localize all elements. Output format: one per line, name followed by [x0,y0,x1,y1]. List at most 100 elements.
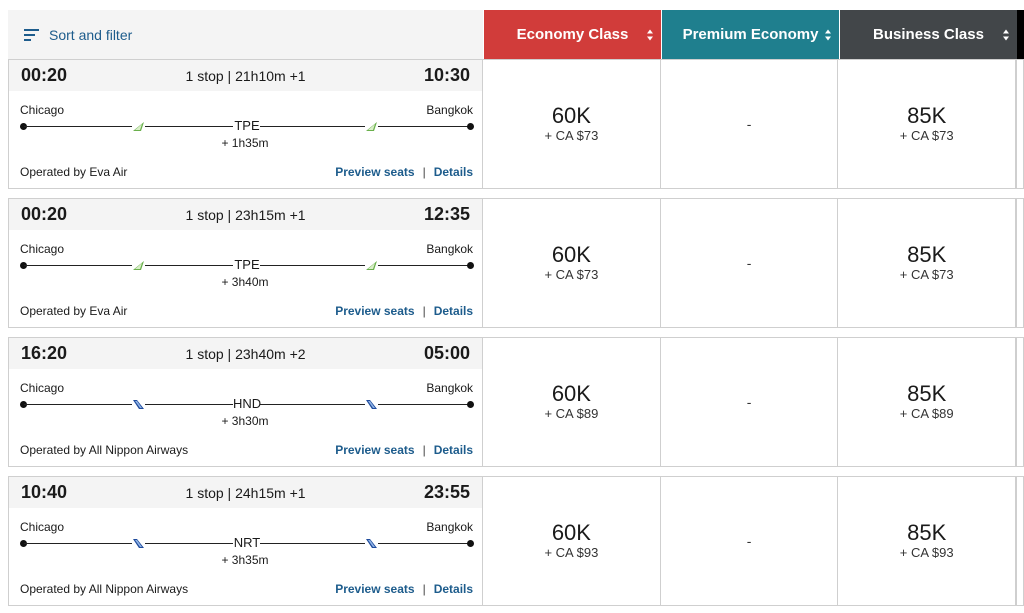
flight-time-bar: 10:40 1 stop | 24h15m +1 23:55 [9,477,483,508]
fare-tax: + CA $93 [544,545,599,560]
destination-dot-icon [467,540,474,547]
flight-details: 00:20 1 stop | 23h15m +1 12:35 Chicago B… [9,199,484,327]
operated-by: Operated by Eva Air [20,304,128,318]
details-link[interactable]: Details [433,443,474,457]
eva-air-plane-icon [364,259,378,271]
stop-airport-code: TPE [233,257,261,272]
operated-by: Operated by All Nippon Airways [20,443,189,457]
sort-arrows-icon [647,29,653,40]
destination-city: Bangkok [426,103,474,117]
origin-city: Chicago [20,520,65,534]
route-line: HND [20,396,474,412]
origin-dot-icon [20,262,27,269]
stop-airport-code: HND [233,396,262,411]
origin-dot-icon [20,401,27,408]
fare-miles: 85K [907,381,947,406]
fare-tax: + CA $89 [899,406,954,421]
ana-plane-icon [364,537,378,549]
details-link[interactable]: Details [433,165,474,179]
cabin-header-business[interactable]: Business Class [839,10,1017,59]
fare-economy[interactable]: 60K + CA $93 [483,477,661,605]
stop-airport-code: TPE [233,118,261,133]
arrival-time: 23:55 [424,482,471,502]
fare-tax: + CA $73 [899,128,954,143]
cabin-header-label: Business Class [873,26,984,43]
fare-tax: + CA $93 [899,545,954,560]
flight-summary: 1 stop | 24h15m +1 [185,484,306,501]
flight-row: 16:20 1 stop | 23h40m +2 05:00 Chicago B… [8,337,1024,467]
fare-economy[interactable]: 60K + CA $73 [483,60,661,188]
fare-miles: 60K [551,103,591,128]
destination-city: Bangkok [426,381,474,395]
results-header: Sort and filter Economy Class Premium Ec… [8,10,1024,59]
fare-premium-economy: - [661,60,839,188]
fare-economy[interactable]: 60K + CA $73 [483,199,661,327]
flight-summary: 1 stop | 21h10m +1 [185,67,306,84]
origin-dot-icon [20,123,27,130]
fare-economy[interactable]: 60K + CA $89 [483,338,661,466]
row-edge [1016,60,1023,188]
origin-city: Chicago [20,381,65,395]
layover-duration: + 3h40m [221,275,269,289]
fare-business[interactable]: 85K + CA $89 [838,338,1017,466]
fare-miles: 60K [551,381,591,406]
fare-premium-economy: - [661,477,839,605]
details-link[interactable]: Details [433,304,474,318]
origin-city: Chicago [20,242,65,256]
ana-plane-icon [364,398,378,410]
fare-business[interactable]: 85K + CA $93 [838,477,1017,605]
sort-icon [24,28,40,41]
ana-plane-icon [131,398,145,410]
flight-time-bar: 16:20 1 stop | 23h40m +2 05:00 [9,338,483,369]
preview-seats-link[interactable]: Preview seats [335,443,415,457]
departure-time: 00:20 [21,204,68,224]
flight-details: 10:40 1 stop | 24h15m +1 23:55 Chicago B… [9,477,484,605]
details-link[interactable]: Details [433,582,474,596]
origin-dot-icon [20,540,27,547]
flight-summary: 1 stop | 23h15m +1 [185,206,306,223]
eva-air-plane-icon [364,120,378,132]
arrival-time: 05:00 [424,343,471,363]
flight-time-bar: 00:20 1 stop | 23h15m +1 12:35 [9,199,483,230]
fare-business[interactable]: 85K + CA $73 [838,60,1017,188]
link-separator: | [422,304,426,318]
destination-dot-icon [467,401,474,408]
preview-seats-link[interactable]: Preview seats [335,582,415,596]
preview-seats-link[interactable]: Preview seats [335,304,415,318]
eva-air-plane-icon [131,259,145,271]
fare-unavailable: - [746,116,752,132]
departure-time: 10:40 [21,482,68,502]
fare-premium-economy: - [661,199,839,327]
flight-time-bar: 00:20 1 stop | 21h10m +1 10:30 [9,60,483,91]
fare-unavailable: - [746,533,752,549]
fare-tax: + CA $73 [544,267,599,282]
destination-city: Bangkok [426,242,474,256]
fare-tax: + CA $73 [544,128,599,143]
fare-miles: 85K [907,520,947,545]
preview-seats-link[interactable]: Preview seats [335,165,415,179]
cabin-header-premium-economy[interactable]: Premium Economy [661,10,839,59]
cabin-header-economy[interactable]: Economy Class [483,10,661,59]
fare-miles: 60K [551,520,591,545]
fare-business[interactable]: 85K + CA $73 [838,199,1017,327]
sort-and-filter-button[interactable]: Sort and filter [8,10,483,59]
next-cabin-header-edge [1017,10,1024,59]
sort-and-filter-label: Sort and filter [49,26,133,43]
departure-time: 16:20 [21,343,68,363]
flight-row: 00:20 1 stop | 21h10m +1 10:30 Chicago B… [8,59,1024,189]
row-edge [1016,199,1023,327]
flight-summary: 1 stop | 23h40m +2 [185,345,306,362]
layover-duration: + 3h30m [221,414,269,428]
route-line: TPE [20,257,474,273]
layover-duration: + 3h35m [221,553,269,567]
flight-details: 16:20 1 stop | 23h40m +2 05:00 Chicago B… [9,338,484,466]
flight-row: 00:20 1 stop | 23h15m +1 12:35 Chicago B… [8,198,1024,328]
fare-unavailable: - [746,394,752,410]
row-edge [1016,338,1023,466]
sort-arrows-icon [825,29,831,40]
arrival-time: 12:35 [424,204,471,224]
fare-premium-economy: - [661,338,839,466]
fare-miles: 60K [551,242,591,267]
fare-unavailable: - [746,255,752,271]
destination-dot-icon [467,123,474,130]
